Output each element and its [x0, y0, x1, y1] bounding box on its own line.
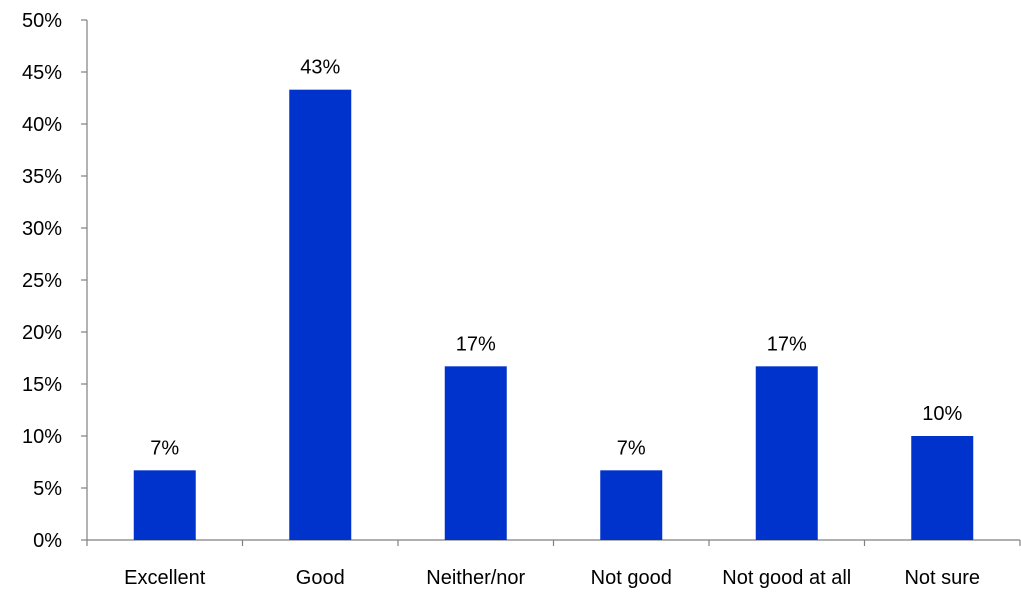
bar — [911, 436, 974, 540]
bar — [444, 366, 507, 540]
data-label: 10% — [922, 403, 962, 425]
y-tick-label: 45% — [22, 62, 62, 84]
y-tick-label: 20% — [22, 322, 62, 344]
data-label: 43% — [300, 57, 340, 79]
x-axis: Excellent Good Neither/nor Not good Not good… — [86, 539, 1021, 589]
y-tick-label: 0% — [33, 530, 62, 552]
data-label: 17% — [456, 333, 496, 355]
y-tick-label: 40% — [22, 114, 62, 136]
y-tick-label: 15% — [22, 374, 62, 396]
x-tick-label: Not sure — [904, 567, 980, 589]
x-tick-label: Not good at all — [722, 567, 851, 589]
data-label: 7% — [617, 437, 646, 459]
x-tick-label: Good — [296, 567, 345, 589]
data-label: 17% — [767, 333, 807, 355]
x-tick-label: Neither/nor — [426, 567, 525, 589]
x-tick-label: Excellent — [124, 567, 206, 589]
bar — [289, 89, 352, 541]
data-labels: 7% 43% 17% 7% 17% 10% — [150, 57, 962, 460]
y-tick-label: 25% — [22, 270, 62, 292]
y-tick-label: 50% — [22, 10, 62, 32]
data-label: 7% — [150, 437, 179, 459]
bars — [133, 89, 974, 541]
y-tick-label: 30% — [22, 218, 62, 240]
y-tick-label: 35% — [22, 166, 62, 188]
y-tick-label: 5% — [33, 478, 62, 500]
x-tick-label: Not good — [591, 567, 672, 589]
bar — [133, 470, 196, 540]
y-tick-label: 10% — [22, 426, 62, 448]
bar — [755, 366, 818, 540]
bar — [600, 470, 663, 540]
y-axis: 0% 5% 10% 15% 20% 25% 30% 35% 40% 45% 50% — [22, 10, 88, 552]
